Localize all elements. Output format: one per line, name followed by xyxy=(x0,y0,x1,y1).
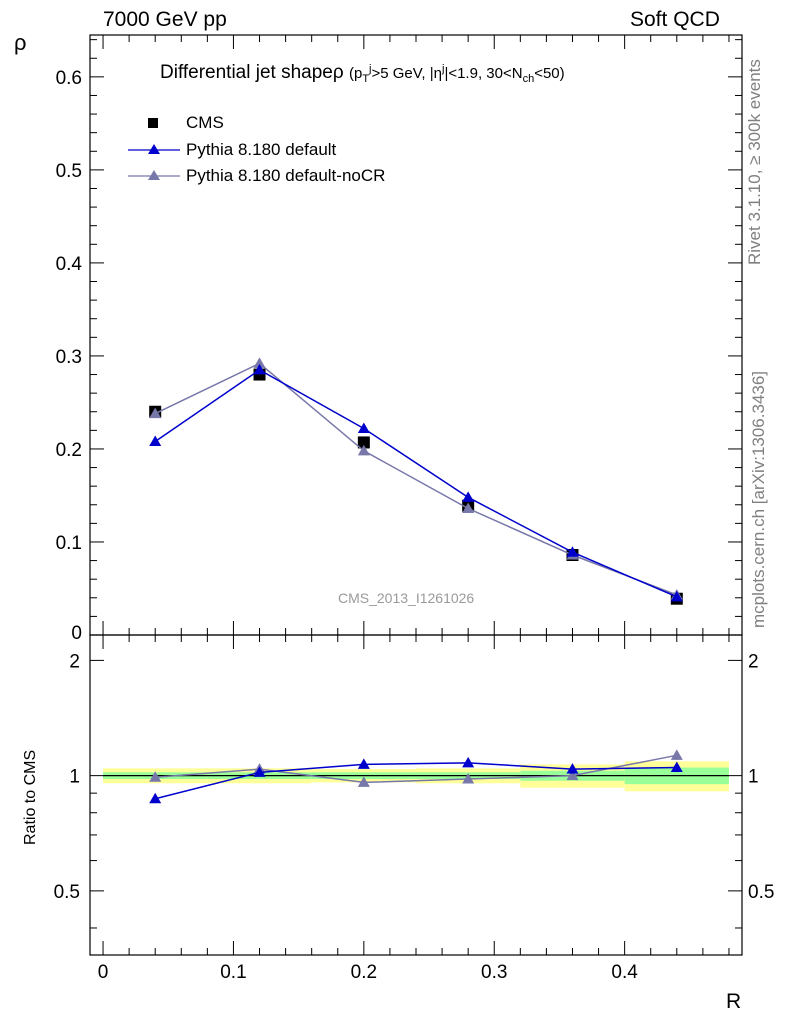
pythia-nocr-point xyxy=(253,357,266,368)
ratio-pythia-default-point xyxy=(149,792,162,804)
header-right-label: Soft QCD xyxy=(630,8,720,31)
legend-label-pythia-default: Pythia 8.180 default xyxy=(186,140,337,159)
ratio-pythia-nocr-point xyxy=(149,771,162,782)
y-tick-label: 0.5 xyxy=(56,161,82,182)
chart-title-main: Differential jet shapeρ xyxy=(160,62,344,83)
legend-marker-triangle-blue xyxy=(128,144,180,154)
pythia-nocr-point xyxy=(357,444,370,456)
cms-data-point xyxy=(357,436,370,449)
ratio-pythia-nocr-point xyxy=(566,769,579,781)
chart-title: Differential jet shapeρ (pTj>5 GeV, |ηj|… xyxy=(160,62,565,85)
ratio-y-tick-label: 1 xyxy=(69,767,80,788)
ratio-pythia-nocr-point xyxy=(357,776,370,787)
ratio-plot-frame xyxy=(89,634,743,956)
y-tick-label: 0 xyxy=(71,623,82,644)
y-axis-label-top: ρ xyxy=(14,30,27,55)
pythia-default-point xyxy=(253,363,266,375)
chart-title-cuts: (pTj>5 GeV, |ηj|<1.9, 30<Nch<50) xyxy=(348,63,565,85)
series-line-pythia-nocr xyxy=(154,362,678,596)
pythia-default-point xyxy=(462,491,475,502)
y-tick-label: 0.3 xyxy=(56,347,82,368)
analysis-watermark: CMS_2013_I1261026 xyxy=(338,590,475,606)
top-plot-frame xyxy=(89,34,743,636)
x-tick-label: 0.1 xyxy=(220,962,246,983)
pythia-default-point xyxy=(670,590,683,602)
x-tick-label: 0.2 xyxy=(351,962,377,983)
x-tick-label: 0.4 xyxy=(611,962,638,983)
pythia-default-point xyxy=(149,435,162,447)
y-tick-label: 0.6 xyxy=(56,68,82,89)
ratio-pythia-default-point xyxy=(253,766,266,777)
ratio-y-tick-label-right: 2 xyxy=(748,651,759,672)
header-left-label: 7000 GeV pp xyxy=(103,8,227,31)
ratio-y-tick-label: 0.5 xyxy=(54,882,80,903)
x-axis-label: R xyxy=(726,990,742,1013)
ratio-pythia-nocr-point xyxy=(670,749,683,760)
ratio-pythia-default-point xyxy=(566,763,579,774)
ratio-line-pythia-nocr xyxy=(155,754,677,784)
legend-label-pythia-nocr: Pythia 8.180 default-noCR xyxy=(186,166,386,185)
y-tick-label: 0.4 xyxy=(56,254,83,275)
legend-label-cms: CMS xyxy=(186,113,224,132)
pythia-nocr-point xyxy=(149,407,162,419)
y-tick-label: 0.1 xyxy=(56,533,82,554)
x-tick-label: 0.3 xyxy=(481,962,507,983)
ratio-y-tick-label: 2 xyxy=(69,651,80,672)
ratio-pythia-default-point xyxy=(462,756,475,768)
pythia-default-point xyxy=(566,546,579,557)
legend-marker-square xyxy=(148,118,158,128)
y-tick-label: 0.2 xyxy=(56,440,82,461)
legend: CMS Pythia 8.180 default Pythia 8.180 de… xyxy=(120,112,420,192)
x-tick-label: 0 xyxy=(98,962,109,983)
ratio-pythia-default-point xyxy=(670,761,683,773)
ratio-y-tick-label-right: 1 xyxy=(748,767,759,788)
pythia-nocr-point xyxy=(462,502,475,513)
ratio-pythia-nocr-point xyxy=(462,772,475,784)
series-line-pythia-default xyxy=(154,369,678,598)
ratio-pythia-default-point xyxy=(357,758,370,769)
legend-marker-triangle-grey xyxy=(128,170,180,180)
ratio-line-pythia-default xyxy=(155,762,677,800)
ratio-y-tick-label-right: 0.5 xyxy=(748,882,774,903)
pythia-default-point xyxy=(357,422,370,433)
